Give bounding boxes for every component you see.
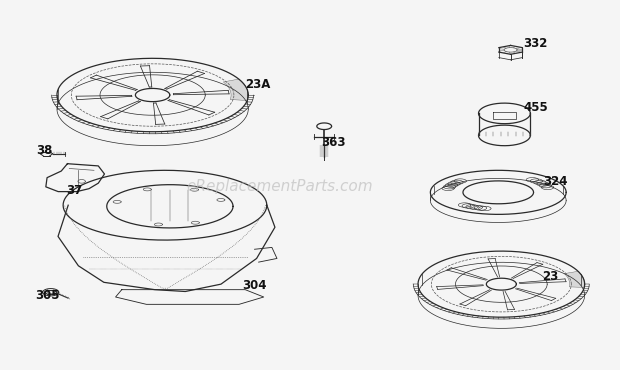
Text: 37: 37: [66, 184, 82, 197]
Text: 332: 332: [523, 37, 547, 50]
Text: 23: 23: [542, 270, 559, 283]
Text: eReplacementParts.com: eReplacementParts.com: [186, 179, 373, 194]
Text: 23A: 23A: [245, 77, 270, 91]
Text: 38: 38: [36, 144, 52, 157]
Text: 324: 324: [543, 175, 568, 188]
Text: 305: 305: [35, 289, 60, 302]
Polygon shape: [564, 271, 585, 287]
Text: 363: 363: [321, 136, 345, 149]
Text: 455: 455: [523, 101, 547, 114]
Text: 304: 304: [242, 279, 267, 293]
Polygon shape: [223, 79, 248, 101]
